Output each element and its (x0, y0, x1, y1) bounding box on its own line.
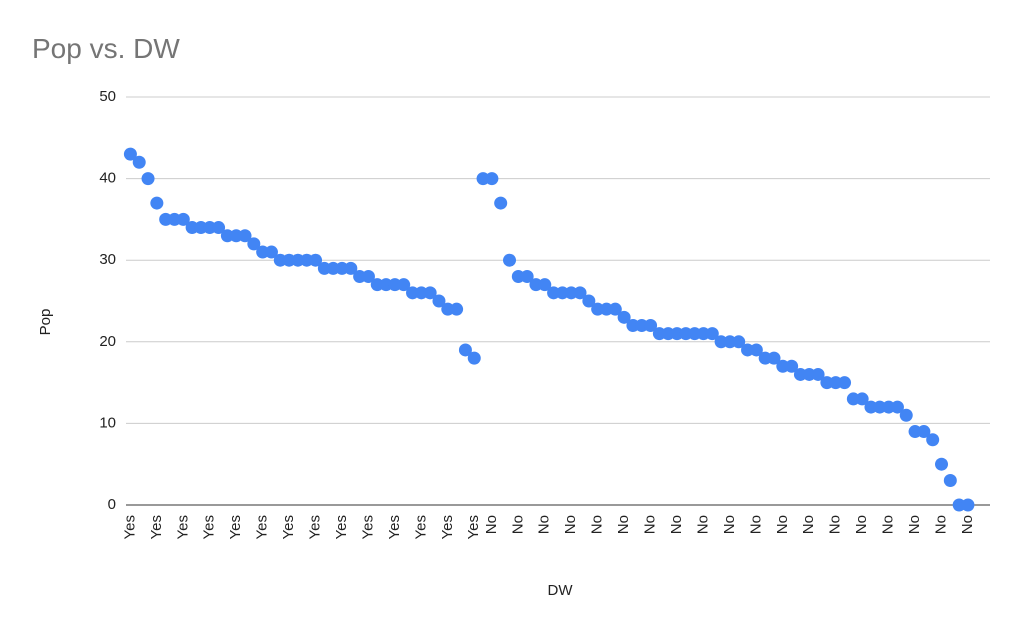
x-tick-label: Yes (148, 515, 165, 539)
point (397, 278, 411, 292)
x-tick-label: No (774, 515, 791, 534)
x-tick-label: No (694, 515, 711, 534)
point (582, 294, 596, 308)
point (176, 212, 190, 226)
chart-title: Pop vs. DW (32, 33, 180, 64)
y-tick-label: 10 (99, 414, 116, 431)
x-tick-label: Yes (386, 515, 403, 539)
x-tick-label: Yes (254, 515, 271, 539)
point (432, 294, 446, 308)
point (732, 335, 746, 349)
x-tick-label: No (827, 515, 844, 534)
point (838, 376, 852, 390)
point (467, 351, 481, 365)
point (344, 261, 358, 275)
point (785, 359, 799, 373)
point (132, 155, 146, 169)
point (141, 172, 155, 186)
point (608, 302, 622, 316)
point (943, 474, 957, 488)
point (238, 229, 252, 243)
x-tick-label: Yes (280, 515, 297, 539)
x-tick-label: No (615, 515, 632, 534)
x-tick-label: No (932, 515, 949, 534)
x-tick-label: No (853, 515, 870, 534)
point (573, 286, 587, 300)
point (917, 425, 931, 439)
point (123, 147, 137, 161)
x-tick-label: No (800, 515, 817, 534)
y-axis-label: Pop (37, 309, 54, 336)
x-tick-label: No (536, 515, 553, 534)
point (212, 221, 226, 235)
x-tick-label: Yes (201, 515, 218, 539)
y-tick-label: 0 (108, 496, 116, 513)
x-tick-label: No (747, 515, 764, 534)
x-tick-label: Yes (439, 515, 456, 539)
point (423, 286, 437, 300)
point (899, 408, 913, 422)
x-tick-label: No (509, 515, 526, 534)
x-tick-label: Yes (227, 515, 244, 539)
point (890, 400, 904, 414)
x-tick-label: Yes (333, 515, 350, 539)
point (494, 196, 508, 210)
point (855, 392, 869, 406)
x-tick-label: No (906, 515, 923, 534)
x-tick-label: No (642, 515, 659, 534)
point (503, 253, 517, 267)
x-tick-label: No (959, 515, 976, 534)
y-tick-label: 30 (99, 251, 116, 268)
x-tick-label: No (721, 515, 738, 534)
x-axis-label: DW (548, 582, 574, 599)
point (961, 498, 975, 512)
point (935, 457, 949, 471)
point (361, 270, 375, 284)
x-tick-label: Yes (412, 515, 429, 539)
x-tick-label: Yes (174, 515, 191, 539)
y-tick-label: 20 (99, 333, 116, 350)
point (644, 318, 658, 332)
point (247, 237, 261, 251)
point (705, 327, 719, 341)
point (520, 270, 534, 284)
point (767, 351, 781, 365)
point (309, 253, 323, 267)
point (450, 302, 464, 316)
x-tick-label: No (589, 515, 606, 534)
point (485, 172, 499, 186)
y-tick-label: 40 (99, 170, 116, 187)
point (150, 196, 164, 210)
x-tick-label: No (483, 515, 500, 534)
point (264, 245, 278, 259)
x-tick-label: No (562, 515, 579, 534)
x-tick-label: Yes (307, 515, 324, 539)
y-tick-label: 50 (99, 88, 116, 105)
point (538, 278, 552, 292)
point (926, 433, 940, 447)
point (617, 310, 631, 324)
x-tick-label: No (880, 515, 897, 534)
x-tick-label: Yes (465, 515, 482, 539)
x-tick-label: Yes (359, 515, 376, 539)
x-tick-label: No (668, 515, 685, 534)
point (749, 343, 763, 357)
point (458, 343, 472, 357)
x-tick-label: Yes (121, 515, 138, 539)
point (811, 367, 825, 381)
